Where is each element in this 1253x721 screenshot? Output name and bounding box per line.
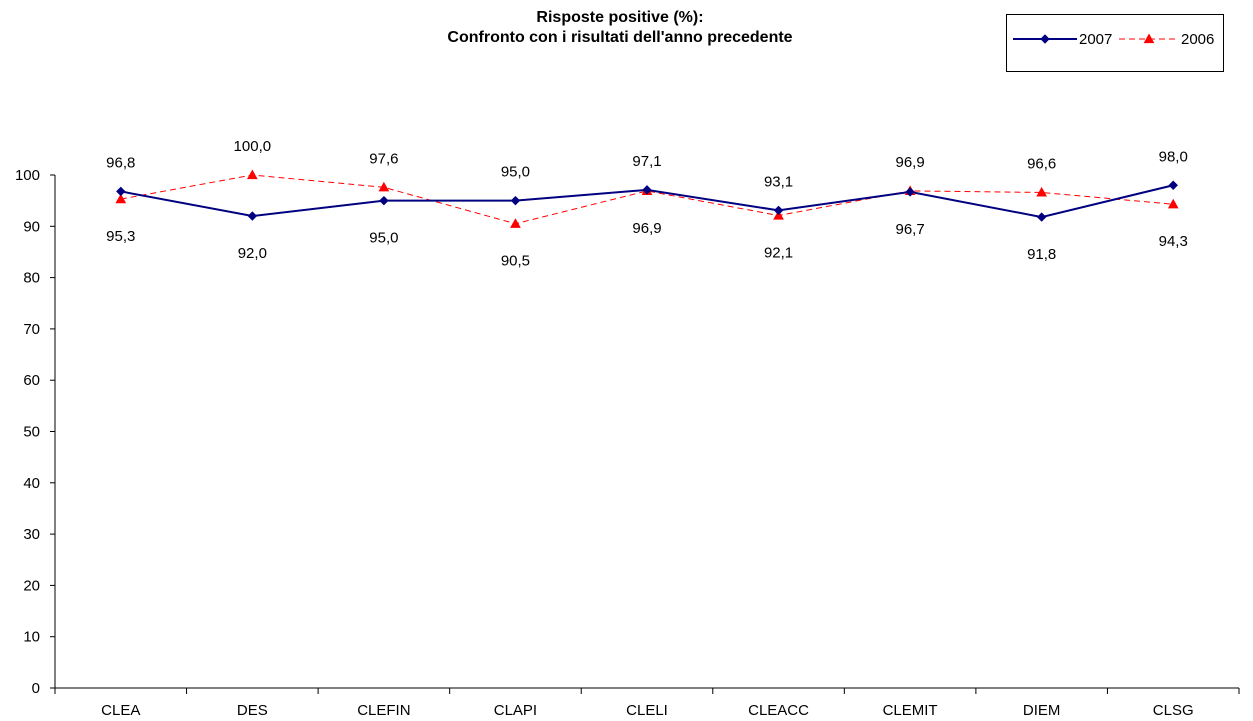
legend-label-2007: 2007 bbox=[1079, 31, 1112, 48]
x-tick-label: CLELI bbox=[626, 702, 668, 719]
legend-items: 2007 2006 bbox=[1013, 31, 1214, 48]
data-label-2007: 97,1 bbox=[632, 153, 661, 170]
series-2007-point bbox=[1168, 180, 1178, 190]
series-2007-point bbox=[379, 195, 389, 206]
series-2006-point bbox=[246, 169, 258, 180]
x-tick-label: CLEMIT bbox=[883, 702, 938, 719]
x-tick-label: CLAPI bbox=[494, 702, 537, 719]
data-label-2006: 92,1 bbox=[764, 245, 793, 262]
series-2007-point bbox=[116, 186, 126, 197]
x-tick-label: CLEA bbox=[101, 702, 140, 719]
chart-title: Risposte positive (%): Confronto con i r… bbox=[370, 8, 870, 48]
data-label-2007: 95,0 bbox=[501, 164, 530, 181]
data-label-2007: 95,0 bbox=[369, 230, 398, 247]
y-tick-label: 40 bbox=[23, 475, 40, 492]
y-tick-label: 100 bbox=[15, 167, 40, 184]
data-label-2007: 98,0 bbox=[1159, 148, 1188, 165]
series-markers bbox=[115, 169, 1179, 228]
y-tick-label: 0 bbox=[32, 680, 40, 697]
y-tick-label: 30 bbox=[23, 526, 40, 543]
x-tick-label: DIEM bbox=[1023, 702, 1061, 719]
legend: 2007 2006 bbox=[1006, 14, 1224, 72]
series-2007-point bbox=[642, 185, 652, 195]
x-tick-label: CLEFIN bbox=[357, 702, 410, 719]
data-label-2006: 96,9 bbox=[632, 220, 661, 237]
data-label-2007: 96,8 bbox=[106, 154, 135, 171]
series-2006-point bbox=[115, 193, 127, 204]
series-2006-point bbox=[1167, 198, 1179, 209]
series-2007-point bbox=[905, 187, 915, 197]
data-label-2006: 96,9 bbox=[896, 154, 925, 171]
y-tick-label: 70 bbox=[23, 321, 40, 338]
series-2007-point bbox=[1036, 212, 1047, 222]
y-tick-label: 80 bbox=[23, 270, 40, 287]
data-label-2006: 90,5 bbox=[501, 253, 530, 270]
y-tick-label: 60 bbox=[23, 372, 40, 389]
x-tick-label: CLSG bbox=[1153, 702, 1194, 719]
data-labels: 96,8 95,3 92,0 100,0 95,0 97,6 95,0 90,5 97,1 96,… bbox=[106, 138, 1188, 270]
data-label-2006: 95,3 bbox=[106, 228, 135, 245]
y-tick-label: 10 bbox=[23, 629, 40, 646]
chart-title-line-2: Confronto con i risultati dell'anno prec… bbox=[447, 29, 793, 46]
data-label-2006: 96,6 bbox=[1027, 155, 1056, 172]
chart-title-line-1: Risposte positive (%): bbox=[536, 9, 704, 26]
legend-graphic: 2007 2006 bbox=[1013, 31, 1214, 48]
series-2006-point bbox=[510, 218, 521, 228]
series-line-2006 bbox=[120, 174, 1174, 225]
series-2007-point bbox=[773, 205, 784, 216]
y-tick-label: 20 bbox=[23, 577, 40, 594]
legend-label-2006: 2006 bbox=[1181, 31, 1214, 48]
data-label-2006: 94,3 bbox=[1159, 233, 1188, 250]
x-tick-label: DES bbox=[237, 702, 268, 719]
legend-marker-2007 bbox=[1040, 34, 1050, 44]
legend-marker-2006 bbox=[1143, 33, 1155, 44]
series-2007-point bbox=[510, 195, 521, 206]
data-label-2006: 97,6 bbox=[369, 150, 398, 167]
series-2006-point bbox=[1036, 186, 1048, 197]
y-tick-label: 50 bbox=[23, 424, 40, 441]
series-lines bbox=[120, 174, 1174, 225]
axes: 0 10 20 30 40 50 60 70 80 90 100 CLEA DES CLEFIN CLAPI… bbox=[15, 167, 1240, 719]
data-label-2007: 93,1 bbox=[764, 173, 793, 190]
series-2006-point bbox=[378, 181, 390, 192]
data-label-2007: 91,8 bbox=[1027, 246, 1056, 263]
x-tick-label: CLEACC bbox=[748, 702, 809, 719]
data-label-2007: 92,0 bbox=[238, 245, 267, 262]
data-label-2006: 100,0 bbox=[234, 138, 272, 155]
data-label-2007: 96,7 bbox=[896, 221, 925, 238]
y-tick-label: 90 bbox=[23, 218, 40, 235]
series-2007-point bbox=[247, 211, 258, 221]
